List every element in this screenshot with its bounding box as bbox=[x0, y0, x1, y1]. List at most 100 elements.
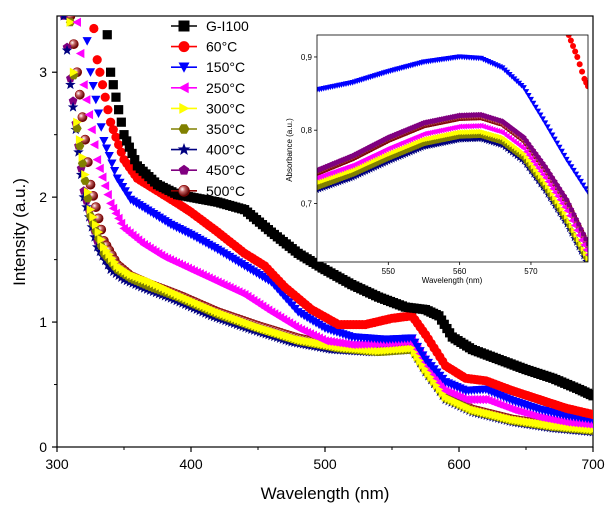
inset-data-point bbox=[515, 154, 523, 162]
inset-data-point bbox=[582, 186, 588, 192]
inset-data-point bbox=[563, 221, 571, 228]
data-point bbox=[78, 191, 90, 202]
inset-data-point bbox=[445, 138, 452, 145]
data-point bbox=[97, 235, 106, 245]
inset-data-point bbox=[530, 158, 536, 165]
inset-data-point bbox=[518, 156, 525, 163]
inset-data-point bbox=[470, 135, 478, 143]
data-point bbox=[106, 198, 115, 208]
data-point bbox=[68, 96, 78, 105]
inset-data-point bbox=[458, 136, 466, 143]
data-point bbox=[100, 181, 110, 191]
data-point bbox=[433, 380, 442, 390]
inset-data-point bbox=[453, 136, 461, 144]
inset-data-point bbox=[583, 250, 588, 257]
inset-data-point bbox=[542, 163, 549, 170]
data-point bbox=[86, 0, 95, 2]
legend-marker bbox=[178, 41, 190, 53]
inset-data-point bbox=[564, 213, 570, 220]
inset-data-point bbox=[317, 185, 323, 193]
inset-data-point bbox=[576, 61, 583, 68]
inset-data-point bbox=[551, 178, 558, 184]
series-250-c bbox=[72, 17, 593, 429]
x-axis-title: Wavelength (nm) bbox=[261, 484, 390, 503]
inset-data-point bbox=[549, 191, 556, 198]
inset-data-point bbox=[530, 100, 537, 107]
data-point bbox=[94, 227, 104, 237]
data-point bbox=[61, 44, 73, 55]
inset-data-point bbox=[513, 152, 521, 160]
inset-data-point bbox=[460, 135, 468, 143]
inset-data-point bbox=[537, 173, 544, 180]
inset-data-point bbox=[566, 201, 572, 208]
inset-data-point bbox=[542, 179, 549, 186]
inset-data-point bbox=[396, 153, 403, 161]
inset-data-point bbox=[572, 48, 579, 55]
legend-item: 250°C bbox=[171, 80, 245, 96]
legend-marker bbox=[178, 124, 190, 134]
legend-item: G-I100 bbox=[171, 18, 249, 34]
inset-data-point bbox=[585, 253, 588, 257]
inset-data-point bbox=[532, 104, 539, 111]
data-point bbox=[410, 347, 420, 358]
inset-data-point bbox=[565, 35, 572, 38]
inset-data-point bbox=[580, 182, 587, 189]
legend-marker bbox=[178, 185, 190, 197]
inset-data-point bbox=[556, 196, 563, 203]
inset-data-point bbox=[523, 153, 530, 160]
inset-data-point bbox=[570, 222, 577, 229]
inset-x-tick-label: 560 bbox=[453, 267, 467, 276]
inset-data-point bbox=[537, 112, 544, 119]
inset-data-point bbox=[554, 182, 560, 188]
inset-data-point bbox=[349, 174, 357, 181]
inset-data-point bbox=[570, 211, 577, 217]
inset-data-point bbox=[545, 183, 551, 190]
inset-data-point bbox=[568, 217, 574, 224]
inset-data-point bbox=[331, 180, 339, 187]
data-point bbox=[96, 123, 106, 132]
inset-data-point bbox=[393, 154, 401, 161]
inset-data-point bbox=[364, 167, 372, 174]
data-point bbox=[74, 89, 85, 100]
data-point bbox=[80, 176, 90, 185]
data-point bbox=[108, 266, 119, 277]
data-point bbox=[108, 125, 118, 135]
inset-data-point bbox=[549, 132, 556, 139]
inset-data-point bbox=[547, 187, 553, 194]
legend-label: 150°C bbox=[206, 59, 245, 75]
x-tick-label: 400 bbox=[179, 456, 203, 472]
inset-data-point bbox=[544, 178, 551, 185]
inset-data-point bbox=[537, 168, 544, 175]
data-point bbox=[116, 147, 126, 157]
inset-data-point bbox=[503, 145, 511, 153]
data-point bbox=[108, 203, 118, 213]
main-axes-group: 300 400 500 600 700 0 1 2 3 bbox=[39, 64, 605, 472]
inset-data-point bbox=[585, 83, 588, 90]
inset-data-point bbox=[449, 137, 457, 144]
inset-data-point bbox=[547, 171, 553, 177]
data-point bbox=[116, 218, 126, 228]
inset-data-point bbox=[400, 151, 408, 159]
inset-data-point bbox=[523, 148, 529, 155]
inset-data-point bbox=[559, 189, 565, 195]
inset-data-point bbox=[561, 209, 568, 216]
data-point bbox=[413, 352, 423, 362]
inset-data-point bbox=[475, 135, 483, 142]
inset-data-point bbox=[575, 232, 582, 239]
x-tick-label: 600 bbox=[447, 456, 471, 472]
data-point bbox=[124, 142, 134, 152]
data-point bbox=[106, 67, 116, 77]
inset-data-point bbox=[535, 108, 542, 115]
data-point bbox=[99, 137, 109, 146]
data-point bbox=[69, 67, 79, 77]
inset-data-point bbox=[554, 140, 561, 147]
data-point bbox=[75, 48, 85, 59]
data-point bbox=[81, 95, 91, 105]
inset-axes-group: 550 560 570 40 0,7 0,8 0,9 bbox=[301, 53, 538, 276]
data-point bbox=[66, 17, 75, 27]
data-point bbox=[95, 163, 104, 174]
inset-data-point bbox=[463, 135, 471, 143]
inset-data-point bbox=[347, 174, 354, 182]
data-point bbox=[104, 152, 114, 161]
inset-data-point bbox=[570, 167, 577, 174]
